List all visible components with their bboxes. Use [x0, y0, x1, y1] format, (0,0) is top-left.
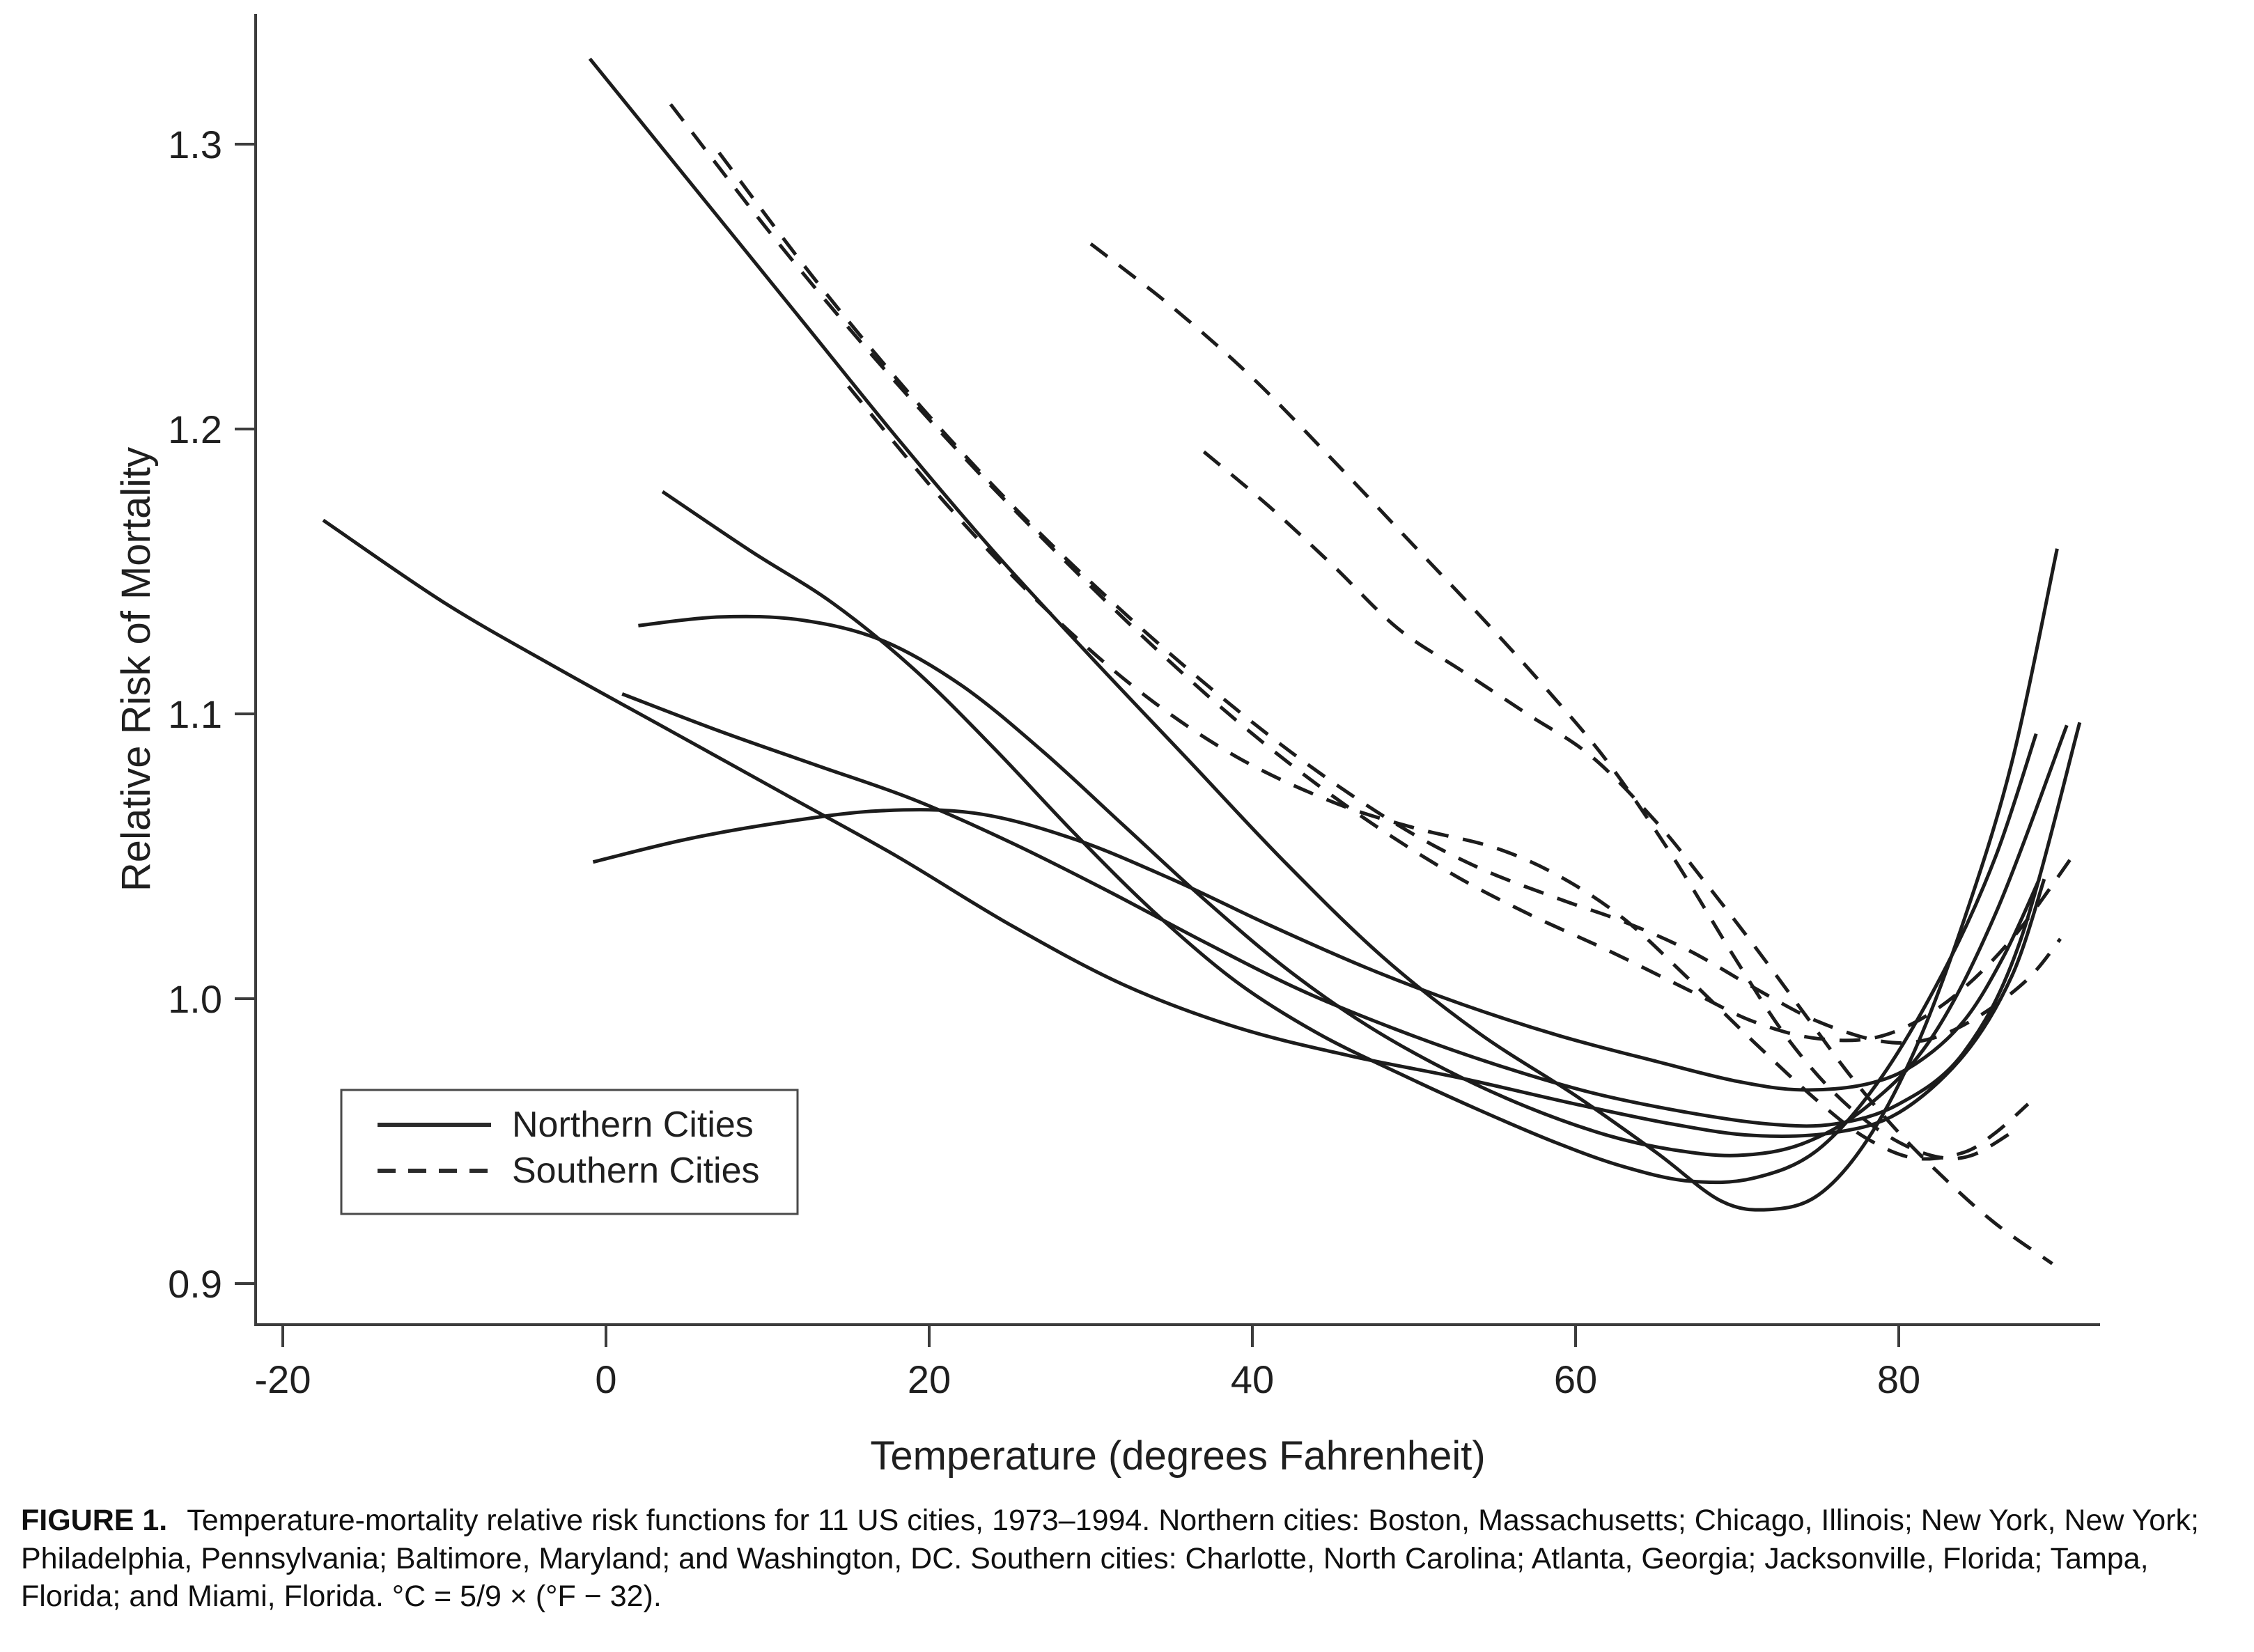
y-tick-label: 1.0 [168, 977, 222, 1021]
y-tick-label: 1.3 [168, 123, 222, 166]
curve-northern-city-2 [322, 518, 2046, 1138]
curve-southern-city-4 [1089, 242, 2021, 1161]
curve-southern-city-5 [1202, 450, 2053, 1265]
y-axis-title: Relative Risk of Mortality [114, 447, 159, 891]
figure-caption-label: FIGURE 1. [21, 1504, 168, 1537]
x-tick-label: 80 [1877, 1357, 1920, 1401]
chart-canvas: 0.9 1.0 1.1 1.2 1.3 -20 0 20 40 60 80 Temperature (… [114, 14, 2100, 1479]
x-tick-label: 40 [1231, 1357, 1274, 1401]
y-tick-label: 1.2 [168, 407, 222, 451]
y-tick-label: 1.1 [168, 692, 222, 736]
curve-southern-city-2 [717, 151, 2062, 1045]
curve-northern-city-6 [592, 808, 2042, 1092]
y-tick-label: 0.9 [168, 1262, 222, 1306]
x-tick-label: 60 [1554, 1357, 1597, 1401]
curve-northern-city-5 [621, 692, 2082, 1128]
x-axis-title: Temperature (degrees Fahrenheit) [870, 1433, 1485, 1479]
figure-caption: FIGURE 1. Temperature-mortality relative … [0, 1483, 2254, 1616]
curve-northern-city-4 [638, 614, 2069, 1158]
curve-northern-city-3 [661, 490, 2038, 1185]
x-tick-label: -20 [255, 1357, 311, 1401]
legend-box [340, 1089, 799, 1215]
legend-item-label: Southern Cities [512, 1151, 760, 1191]
figure-caption-text: Temperature-mortality relative risk func… [21, 1504, 2199, 1614]
legend-item-label: Northern Cities [512, 1105, 754, 1145]
axis-frame [254, 14, 2100, 1326]
curve-northern-city-1 [588, 57, 2059, 1212]
x-tick-label: 0 [595, 1357, 616, 1401]
curve-southern-city-3 [847, 385, 2030, 1161]
curve-southern-city-1 [669, 103, 2078, 1043]
figure-chart: 0.9 1.0 1.1 1.2 1.3 -20 0 20 40 60 80 Temperature (… [114, 14, 2100, 1479]
x-tick-label: 20 [908, 1357, 951, 1401]
